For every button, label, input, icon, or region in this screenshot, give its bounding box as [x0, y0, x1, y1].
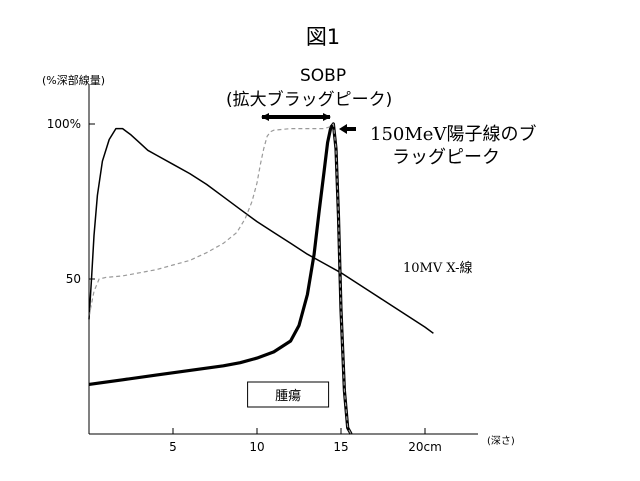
- series-layer: [88, 122, 434, 435]
- tumor-box: [247, 381, 330, 408]
- x-tick-label-2: 15: [333, 440, 348, 454]
- chart-title: 図1: [306, 25, 340, 49]
- y-tick-label-1: 100%: [47, 117, 81, 131]
- x-tick-label-0: 5: [169, 440, 177, 454]
- sobp-sublabel: (拡大ブラッグピーク): [226, 89, 392, 110]
- xray-label: 10MV X-線: [403, 260, 473, 276]
- y-axis-label: (%深部線量): [42, 73, 105, 87]
- sobp-label: SOBP: [300, 66, 346, 86]
- x-axis-label: (深さ): [487, 435, 515, 447]
- proton-beam-label-cont: ラッグピーク: [392, 147, 500, 168]
- x-tick-label-3: 20cm: [408, 440, 442, 454]
- x-tick-label-1: 10: [249, 440, 264, 454]
- series-line-0: [88, 127, 434, 334]
- proton-beam-label: 150MeV陽子線のブ: [370, 123, 536, 145]
- y-tick-label-0: 50: [66, 272, 81, 286]
- tick-layer: 5 10 15 20cm 50 100%: [47, 117, 442, 454]
- series-line-2: [88, 123, 352, 435]
- bragg-peak-pointer-arrow: [339, 124, 356, 134]
- series-line-1: [88, 122, 353, 435]
- tumor-label: 腫瘍: [275, 388, 301, 404]
